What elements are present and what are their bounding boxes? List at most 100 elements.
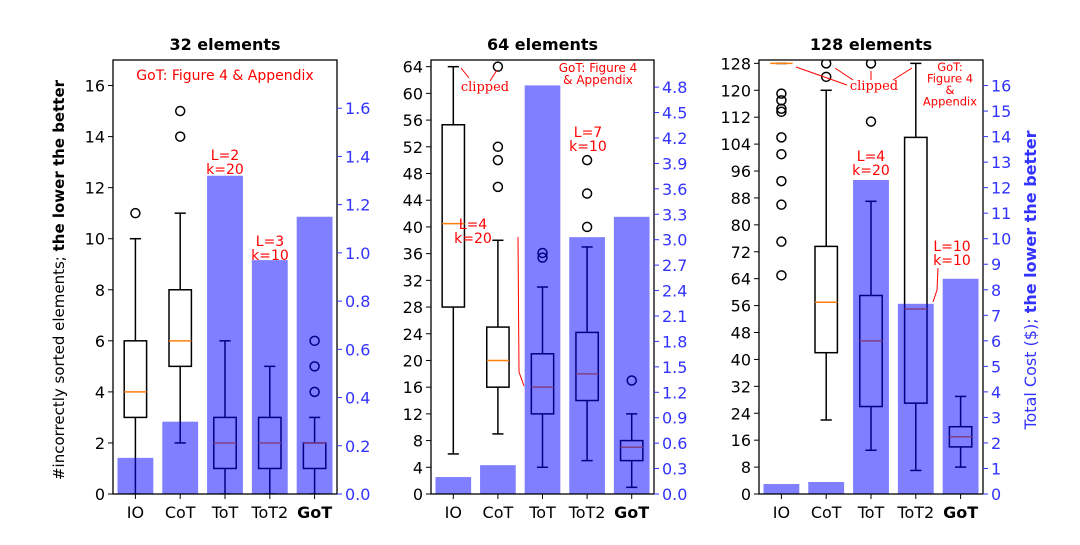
left-tick-label: 96 <box>731 162 751 181</box>
panel-title: 128 elements <box>810 35 932 54</box>
right-y-axis-label-regular: Total Cost ($); <box>1021 313 1040 430</box>
plot-area <box>117 105 333 494</box>
outlier-point <box>174 131 186 142</box>
annotation-text: & <box>946 83 955 97</box>
right-tick-label: 4.2 <box>662 129 687 148</box>
outlier-point <box>492 181 504 193</box>
left-tick-label: 14 <box>85 128 105 147</box>
left-tick-label: 4 <box>413 458 423 477</box>
right-tick-label: 3.9 <box>662 154 687 173</box>
x-tick-label-io: IO <box>445 503 462 522</box>
outlier-point <box>581 221 593 233</box>
right-tick-label: 3.0 <box>662 231 687 250</box>
annotation: clipped <box>795 66 913 94</box>
plot-area <box>435 61 650 494</box>
annotation: L=7k=10 <box>569 125 607 155</box>
annotation: L=3k=10 <box>251 234 289 264</box>
left-tick-label: 16 <box>731 431 751 450</box>
left-tick-label: 128 <box>720 54 751 73</box>
annotation-text: L=4 <box>459 217 488 233</box>
annotation: L=4k=20 <box>852 149 890 179</box>
outlier-point <box>581 188 593 199</box>
right-tick-label: 1 <box>991 459 1001 478</box>
cost-bar-tot <box>524 85 561 494</box>
outlier-point <box>130 207 141 219</box>
x-tick-label-cot: CoT <box>811 503 842 522</box>
annotation-text: GoT: Figure 4 & Appendix <box>136 68 313 84</box>
annotation-text: Figure 4 <box>927 72 973 86</box>
right-tick-label: 0.9 <box>662 409 687 428</box>
x-tick-label-got: GoT <box>297 503 332 522</box>
left-tick-label: 8 <box>413 432 423 451</box>
outlier-point <box>776 132 787 143</box>
cost-bar-tot <box>853 179 889 494</box>
right-tick-label: 1.0 <box>345 244 370 263</box>
left-tick-label: 8 <box>741 458 751 477</box>
x-tick-label-tot2: ToT2 <box>896 503 934 522</box>
outlier-point <box>492 141 504 153</box>
outlier-point <box>776 270 787 281</box>
annotation: GoT: Figure 4& Appendix <box>559 61 638 87</box>
box-iqr <box>123 340 148 419</box>
outlier-point <box>492 154 504 166</box>
left-tick-label: 64 <box>731 270 751 289</box>
annotation-text: clipped <box>461 80 509 95</box>
left-tick-label: 32 <box>731 377 751 396</box>
panel-128-elements: 128 elements0816243240485664728088961041… <box>720 35 1011 522</box>
right-tick-label: 0.0 <box>662 485 687 504</box>
cost-bar-io <box>117 457 154 494</box>
annotation-text: GoT: <box>937 60 963 74</box>
right-tick-label: 14 <box>991 128 1011 147</box>
panel-64-elements: 64 elements04812162024283236404448525660… <box>403 35 688 522</box>
x-tick-label-tot: ToT <box>528 503 556 522</box>
left-tick-label: 4 <box>95 383 105 402</box>
x-tick-label-cot: CoT <box>165 503 196 522</box>
cost-bar-tot2 <box>251 260 288 494</box>
left-tick-label: 80 <box>731 216 751 235</box>
left-tick-label: 0 <box>741 485 751 504</box>
outlier-point <box>820 71 832 83</box>
right-tick-label: 1.2 <box>662 383 687 402</box>
outlier-point <box>581 154 593 166</box>
annotation: GoT: Figure 4 & Appendix <box>136 68 313 84</box>
right-tick-label: 3.6 <box>662 180 687 199</box>
outlier-point <box>174 105 186 117</box>
left-tick-label: 0 <box>413 485 423 504</box>
box-io <box>770 62 793 281</box>
right-tick-label: 0.6 <box>662 434 687 453</box>
annotation: L=2k=20 <box>206 148 244 178</box>
outlier-point <box>776 236 787 247</box>
annotation-text: k=10 <box>569 139 607 155</box>
x-tick-label-cot: CoT <box>483 503 514 522</box>
annotation-text: & Appendix <box>563 73 633 87</box>
left-y-axis-label-bold: the lower the better <box>50 79 68 251</box>
box-io <box>441 65 466 455</box>
left-tick-label: 6 <box>95 332 105 351</box>
right-y-axis-label: Total Cost ($); the lower the better <box>1021 130 1040 430</box>
cost-bar-got <box>613 216 650 494</box>
cost-bar-io <box>435 477 472 494</box>
left-tick-label: 36 <box>403 245 423 264</box>
right-tick-label: 2.7 <box>662 256 687 275</box>
left-tick-label: 2 <box>95 434 105 453</box>
left-tick-label: 48 <box>731 324 751 343</box>
right-tick-label: 4 <box>991 383 1001 402</box>
annotation-text: L=7 <box>574 125 602 141</box>
left-tick-label: 64 <box>403 58 423 77</box>
right-tick-label: 0.8 <box>345 292 370 311</box>
annotation-text: L=2 <box>211 148 239 164</box>
annotation-text: L=10 <box>933 239 970 255</box>
right-tick-label: 1.4 <box>345 147 370 166</box>
box-cot <box>814 60 839 421</box>
right-tick-label: 13 <box>991 153 1011 172</box>
outlier-point <box>776 106 787 118</box>
annotation: GoT:Figure 4&Appendix <box>923 60 977 109</box>
right-tick-label: 6 <box>991 332 1001 351</box>
right-tick-label: 0.3 <box>662 460 687 479</box>
cost-bar-tot2 <box>897 303 934 494</box>
cost-bar-got <box>296 216 333 494</box>
left-tick-label: 24 <box>731 404 751 423</box>
outlier-point <box>776 175 787 187</box>
outlier-point <box>776 199 787 210</box>
left-tick-label: 72 <box>731 243 751 262</box>
